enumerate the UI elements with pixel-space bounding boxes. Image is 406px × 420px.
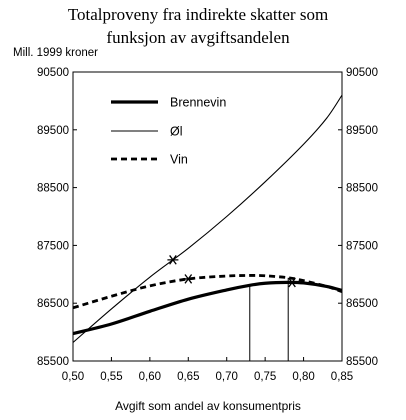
- y-tick-label-right: 88500: [346, 183, 378, 195]
- y-axis-unit-label: Mill. 1999 kroner: [13, 47, 98, 59]
- y-tick-label-left: 89500: [37, 125, 69, 137]
- y-tick-label-left: 85500: [37, 356, 69, 368]
- x-tick-label: 0,55: [100, 371, 122, 383]
- x-tick-label: 0,70: [216, 371, 238, 383]
- y-tick-label-right: 89500: [346, 125, 378, 137]
- x-tick-label: 0,65: [177, 371, 199, 383]
- plot-area: 85500 85500 86500 86500 87500 87500 88500 88500…: [37, 67, 378, 383]
- max-marker-vin: [182, 274, 194, 284]
- x-tick-label: 0,60: [139, 371, 161, 383]
- y-tick-label-right: 86500: [346, 298, 378, 310]
- x-tick-label: 0,75: [254, 371, 276, 383]
- y-tick-label-left: 90500: [37, 67, 69, 79]
- max-marker-ol: [167, 255, 179, 265]
- y-tick-label-right: 90500: [346, 67, 378, 79]
- legend-label-ol: Øl: [170, 125, 183, 139]
- series-line-ol: [72, 94, 343, 343]
- x-tick-label: 0,80: [292, 371, 314, 383]
- max-marker-brennevin: [286, 277, 298, 288]
- legend-label-brennevin: Brennevin: [170, 96, 226, 110]
- x-tick-label: 0,50: [62, 371, 84, 383]
- chart-title-line-2: funksjon av avgiftsandelen: [106, 28, 290, 47]
- y-tick-label-right: 87500: [346, 240, 378, 252]
- chart-title-line-1: Totalproveny fra indirekte skatter som: [68, 5, 328, 24]
- y-tick-label-left: 88500: [37, 183, 69, 195]
- plot-frame: [72, 71, 343, 362]
- y-tick-label-left: 87500: [37, 240, 69, 252]
- series-line-brennevin: [72, 280, 343, 336]
- legend-label-vin: Vin: [170, 153, 188, 167]
- series-line-vin: [72, 274, 343, 310]
- x-tick-label: 0,85: [331, 371, 353, 383]
- x-axis-label: Avgift som andel av konsumentpris: [115, 399, 301, 413]
- y-tick-label-left: 86500: [37, 298, 69, 310]
- y-tick-label-right: 85500: [346, 356, 378, 368]
